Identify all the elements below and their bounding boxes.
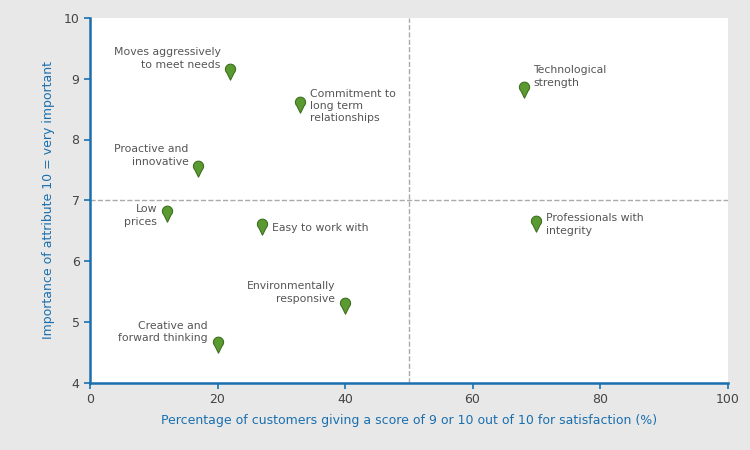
Text: Moves aggressively
to meet needs: Moves aggressively to meet needs xyxy=(114,47,220,70)
Point xyxy=(224,69,236,76)
Text: Easy to work with: Easy to work with xyxy=(272,223,368,233)
Point xyxy=(518,87,530,94)
Point xyxy=(160,212,172,219)
Y-axis label: Importance of attribute 10 = very important: Importance of attribute 10 = very import… xyxy=(42,61,56,339)
Text: Low
prices: Low prices xyxy=(124,204,157,227)
Text: Commitment to
long term
relationships: Commitment to long term relationships xyxy=(310,89,396,123)
Point xyxy=(192,166,204,173)
Text: Technological
strength: Technological strength xyxy=(533,65,606,88)
X-axis label: Percentage of customers giving a score of 9 or 10 out of 10 for satisfaction (%): Percentage of customers giving a score o… xyxy=(160,414,657,427)
Text: Environmentally
responsive: Environmentally responsive xyxy=(247,281,335,304)
Point xyxy=(530,221,542,228)
Text: Creative and
forward thinking: Creative and forward thinking xyxy=(118,320,208,343)
Point xyxy=(339,303,351,310)
Text: Proactive and
innovative: Proactive and innovative xyxy=(115,144,189,167)
Point xyxy=(256,224,268,231)
Point xyxy=(211,342,223,350)
Point xyxy=(294,103,306,110)
Text: Professionals with
integrity: Professionals with integrity xyxy=(546,213,644,236)
